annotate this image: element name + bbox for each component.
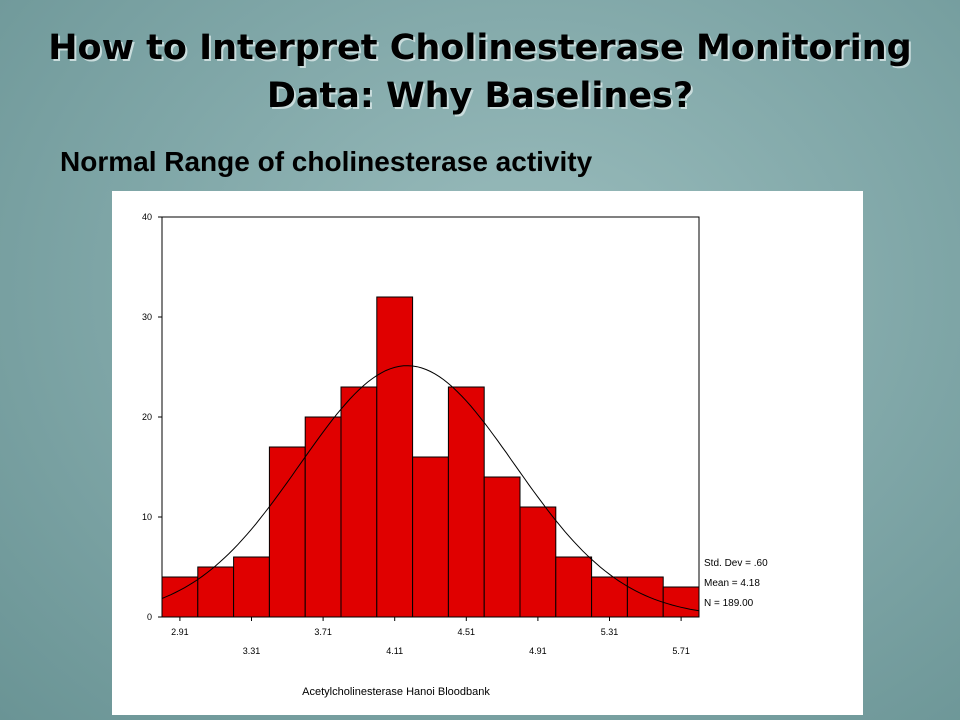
- chart-panel: 0 10 20 30 40 2.91 3.71 4.51 5.31 3.31 4.11 4.91 5.…: [112, 191, 863, 715]
- histogram-bar-3.11: [197, 566, 235, 618]
- histogram-bar-5.51: [626, 576, 664, 618]
- slide-title-line-1: How to Interpret Cholinesterase Monitori…: [48, 28, 912, 68]
- x-axis-label: Acetylcholinesterase Hanoi Bloodbank: [302, 686, 490, 698]
- slide-title: How to Interpret Cholinesterase Monitori…: [0, 24, 960, 120]
- x-tick-label-5.71: 5.71: [672, 646, 690, 656]
- histogram-bar-5.11: [555, 556, 593, 618]
- x-tick-label-4.51: 4.51: [458, 627, 476, 637]
- y-tick-label-40: 40: [142, 212, 152, 222]
- stat-label-1: Std. Dev = .60: [704, 558, 768, 569]
- x-tick-label-3.71: 3.71: [314, 627, 332, 637]
- x-axis: 2.91 3.71 4.51 5.31 3.31 4.11 4.91 5.71: [171, 617, 690, 656]
- histogram-bar-3.91: [340, 386, 378, 618]
- y-axis: 0 10 20 30 40: [142, 212, 162, 622]
- chart-subtitle: Normal Range of cholinesterase activity: [60, 146, 593, 177]
- stat-label-2: Mean = 4.18: [704, 578, 760, 589]
- histogram-bar-5.71: [662, 586, 700, 618]
- histogram-bar-4.31: [412, 456, 449, 618]
- stats-box: Std. Dev = .60 Mean = 4.18 N = 189.00: [704, 558, 768, 609]
- x-tick-label-3.31: 3.31: [243, 646, 261, 656]
- y-tick-label-0: 0: [147, 612, 152, 622]
- y-tick-label-20: 20: [142, 412, 152, 422]
- histogram-bar-4.51: [447, 386, 485, 618]
- x-tick-label-4.11: 4.11: [386, 646, 403, 656]
- y-tick-label-30: 30: [142, 312, 152, 322]
- x-tick-label-5.31: 5.31: [601, 627, 619, 637]
- histogram-chart: 0 10 20 30 40 2.91 3.71 4.51 5.31 3.31 4.11 4.91 5.…: [142, 212, 768, 698]
- stat-label-3: N = 189.00: [704, 598, 754, 609]
- x-tick-label-4.91: 4.91: [529, 646, 547, 656]
- histogram-bar-4.11: [376, 296, 414, 618]
- y-tick-label-10: 10: [142, 512, 152, 522]
- slide-title-line-2: Data: Why Baselines?: [266, 76, 694, 116]
- histogram-bars: [161, 296, 700, 618]
- normal-curve: [161, 365, 700, 612]
- histogram-bar-3.71: [304, 416, 342, 618]
- histogram-bar-4.91: [519, 506, 557, 618]
- histogram-bar-4.71: [483, 476, 521, 618]
- histogram-bar-3.51: [268, 446, 306, 618]
- x-tick-label-2.91: 2.91: [171, 627, 189, 637]
- histogram-bar-3.31: [233, 556, 270, 618]
